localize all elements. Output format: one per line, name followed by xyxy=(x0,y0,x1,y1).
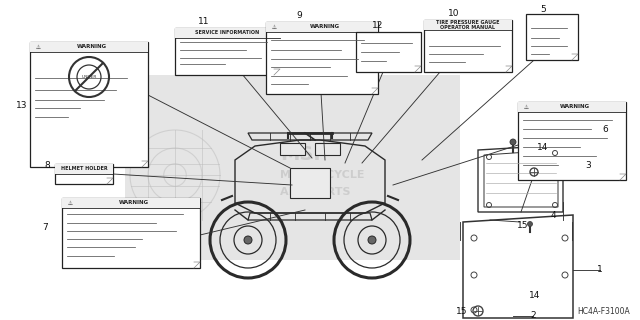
Text: HC4A-F3100A: HC4A-F3100A xyxy=(577,307,630,316)
Bar xyxy=(424,20,512,72)
Bar xyxy=(30,42,148,167)
Bar xyxy=(175,28,280,38)
Bar xyxy=(62,198,200,268)
Text: WARNING: WARNING xyxy=(310,25,340,29)
Text: 10: 10 xyxy=(448,10,460,19)
Circle shape xyxy=(510,139,516,145)
Text: TIRE PRESSURE GAUGE
OPERATOR MANUAL: TIRE PRESSURE GAUGE OPERATOR MANUAL xyxy=(436,20,500,30)
Text: 12: 12 xyxy=(372,20,384,29)
Text: 15: 15 xyxy=(456,307,468,316)
Text: 1: 1 xyxy=(597,266,603,275)
Bar xyxy=(526,14,578,60)
Bar xyxy=(55,164,113,174)
Text: WARNING: WARNING xyxy=(119,201,149,205)
Text: 14: 14 xyxy=(538,143,548,153)
Bar xyxy=(55,164,113,184)
Bar xyxy=(266,22,378,94)
Text: UNDER: UNDER xyxy=(81,75,97,79)
Bar xyxy=(315,143,340,155)
Circle shape xyxy=(527,221,532,227)
Circle shape xyxy=(368,236,376,244)
Text: MSP: MSP xyxy=(280,146,328,164)
Text: ⚠: ⚠ xyxy=(524,105,529,109)
Bar xyxy=(356,32,421,72)
Bar xyxy=(266,22,378,32)
Text: MOTORCYCLE: MOTORCYCLE xyxy=(280,170,365,180)
Text: AND PARTS: AND PARTS xyxy=(280,187,351,197)
Text: 2: 2 xyxy=(530,311,536,320)
Text: 9: 9 xyxy=(296,11,302,20)
Text: 4: 4 xyxy=(550,211,556,220)
Text: 14: 14 xyxy=(529,291,541,300)
Text: 13: 13 xyxy=(16,100,28,109)
Text: 15: 15 xyxy=(517,220,529,229)
Text: 7: 7 xyxy=(42,223,48,233)
Text: WARNING: WARNING xyxy=(560,105,590,109)
Bar xyxy=(290,168,330,198)
Bar xyxy=(175,28,280,75)
Bar xyxy=(280,143,305,155)
Bar xyxy=(518,102,626,112)
Circle shape xyxy=(244,236,252,244)
Bar xyxy=(30,42,148,52)
Text: 8: 8 xyxy=(44,161,50,170)
Bar xyxy=(518,102,626,180)
Bar xyxy=(125,75,460,260)
Text: ⚠: ⚠ xyxy=(36,44,40,50)
Text: ⚠: ⚠ xyxy=(271,25,276,29)
Text: 11: 11 xyxy=(198,18,210,27)
Text: ⚠: ⚠ xyxy=(68,201,72,205)
Bar xyxy=(62,198,200,208)
Text: WARNING: WARNING xyxy=(77,44,107,50)
Text: HELMET HOLDER: HELMET HOLDER xyxy=(61,166,108,172)
Text: 5: 5 xyxy=(540,5,546,14)
Bar xyxy=(424,20,512,30)
Text: 6: 6 xyxy=(602,125,608,134)
Text: SERVICE INFORMATION: SERVICE INFORMATION xyxy=(195,30,260,36)
Text: 3: 3 xyxy=(585,161,591,170)
